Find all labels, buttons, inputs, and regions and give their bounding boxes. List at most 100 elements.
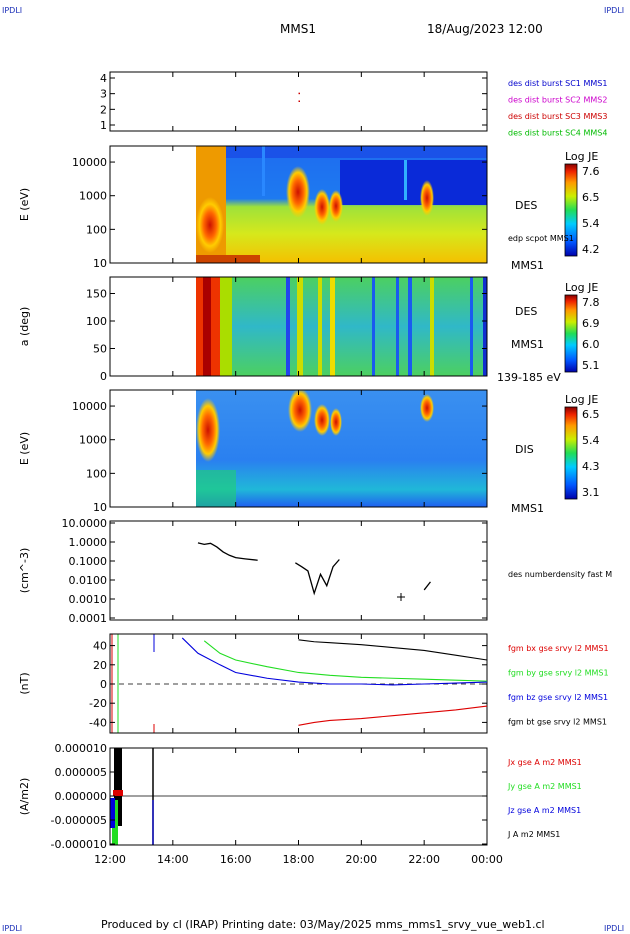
- des-energy-spectrogram-overlay-label: edp scpot MMS1: [508, 234, 574, 243]
- des-pitch-angle-sc-label: MMS1: [511, 338, 544, 351]
- x-tick-label: 20:00: [345, 853, 377, 866]
- magnetic-field-ylabel: (nT): [18, 672, 31, 694]
- magnetic-field-ytick-label: -20: [89, 697, 107, 710]
- des-energy-spectrogram-colorbar-tick: 5.4: [582, 217, 600, 230]
- current-density-legend-entry: J A m2 MMS1: [507, 830, 560, 839]
- des-colorbar: [564, 163, 578, 257]
- burst-point: [298, 100, 300, 102]
- current-density-ytick-label: 0.000000: [55, 790, 108, 803]
- bfield-series-line: [181, 637, 488, 686]
- des-pitch-angle-ytick-label: 50: [93, 343, 107, 356]
- dis-energy-spectrogram-colorbar-tick: 4.3: [582, 460, 600, 473]
- footer-text: Produced by cl (IRAP) Printing date: 03/…: [101, 918, 545, 931]
- bfield-series-line: [298, 639, 488, 661]
- des-energy-spectrogram-instrument-label: DES: [515, 199, 537, 212]
- magnetic-field-legend-entry: fgm bx gse srvy l2 MMS1: [508, 644, 609, 653]
- des-pitch-angle-colorbar-tick: 6.0: [582, 338, 600, 351]
- datetime-title: 18/Aug/2023 12:00: [427, 22, 543, 36]
- magnetic-field-legend-entry: fgm bz gse srvy l2 MMS1: [508, 693, 608, 702]
- dis-energy-spectrogram-colorbar-title: Log JE: [565, 393, 598, 406]
- burst-status-legend-entry: des dist burst SC4 MMS4: [508, 129, 607, 138]
- current-density-frame: [109, 747, 488, 846]
- des-energy-spectrogram-colorbar-title: Log JE: [565, 150, 598, 163]
- corner-label-bl: IPDLI: [2, 924, 23, 933]
- spacecraft-title: MMS1: [280, 22, 316, 36]
- magnetic-field-ytick-label: 40: [93, 640, 107, 653]
- current-density-ylabel: (A/m2): [18, 778, 31, 816]
- number-density-ytick-label: 0.0010: [69, 593, 108, 606]
- des-pitch-angle-colorbar-tick: 7.8: [582, 296, 600, 309]
- des-energy-spectrogram-colorbar-tick: 4.2: [582, 243, 600, 256]
- x-tick-label: 16:00: [220, 853, 252, 866]
- dis-energy-spectrogram-colorbar-tick: 6.5: [582, 408, 600, 421]
- x-tick-label: 12:00: [94, 853, 126, 866]
- des-pitch-angle-energy-range: 139-185 eV: [497, 371, 561, 384]
- dis-energy-spectrogram-sc-label: MMS1: [511, 502, 544, 515]
- current-density-legend-entry: Jy gse A m2 MMS1: [507, 782, 582, 791]
- pa-spectrogram-image: [196, 277, 487, 376]
- bfield-series-line: [203, 640, 488, 682]
- des-pitch-angle-instrument-label: DES: [515, 305, 537, 318]
- des-pitch-angle-ytick-label: 0: [100, 370, 107, 383]
- bfield-series-line: [298, 705, 488, 726]
- burst-status-ytick-label: 2: [100, 103, 107, 116]
- des-energy-spectrogram-ytick-label: 10: [93, 257, 107, 270]
- number-density-frame: [109, 520, 488, 621]
- des-energy-spectrogram-ytick-label: 1000: [79, 190, 107, 203]
- des-spectrogram-image: [196, 146, 487, 263]
- x-tick-label: 22:00: [408, 853, 440, 866]
- x-tick-label: 14:00: [157, 853, 189, 866]
- number-density-ytick-label: 0.0001: [69, 612, 108, 625]
- des-energy-spectrogram-ytick-label: 100: [86, 223, 107, 236]
- des-energy-spectrogram-colorbar-tick: 6.5: [582, 191, 600, 204]
- dis-energy-spectrogram-ytick-label: 10: [93, 501, 107, 514]
- dis-energy-spectrogram-ytick-label: 1000: [79, 434, 107, 447]
- dis-colorbar: [564, 406, 578, 500]
- number-density-ytick-label: 0.1000: [69, 555, 108, 568]
- number-density-ylabel: (cm^-3): [18, 548, 31, 594]
- current-density-ytick-label: 0.000005: [55, 766, 108, 779]
- number-density-ytick-label: 0.0100: [69, 574, 108, 587]
- magnetic-field-ytick-label: 0: [100, 678, 107, 691]
- des-energy-spectrogram-sc-label: MMS1: [511, 259, 544, 272]
- number-density-ytick-label: 10.0000: [62, 517, 108, 530]
- des-energy-spectrogram-ytick-label: 10000: [72, 156, 107, 169]
- current-density-legend-entry: Jx gse A m2 MMS1: [507, 758, 582, 767]
- burst-status-legend-entry: des dist burst SC2 MMS2: [508, 96, 607, 105]
- dis-energy-spectrogram-instrument-label: DIS: [515, 443, 534, 456]
- corner-label-tr: IPDLI: [604, 6, 625, 15]
- magnetic-field-ytick-label: 20: [93, 659, 107, 672]
- des-pitch-angle-ylabel: a (deg): [18, 307, 31, 347]
- des-pitch-angle-colorbar-title: Log JE: [565, 281, 598, 294]
- pa-colorbar: [564, 294, 578, 373]
- corner-label-tl: IPDLI: [2, 6, 23, 15]
- dis-energy-spectrogram-ylabel: E (eV): [18, 432, 31, 465]
- dis-spectrogram-image: [196, 390, 487, 507]
- dis-energy-spectrogram-colorbar-tick: 3.1: [582, 486, 600, 499]
- des-pitch-angle-ytick-label: 100: [86, 315, 107, 328]
- magnetic-field-legend-entry: fgm by gse srvy l2 MMS1: [508, 669, 609, 678]
- x-tick-label: 18:00: [283, 853, 315, 866]
- current-burst: [110, 748, 154, 845]
- number-density-ytick-label: 1.0000: [69, 536, 108, 549]
- burst-status-ytick-label: 3: [100, 88, 107, 101]
- des-pitch-angle-ytick-label: 150: [86, 288, 107, 301]
- burst-status-ytick-label: 4: [100, 72, 107, 85]
- burst-status-legend-entry: des dist burst SC3 MMS3: [508, 112, 607, 121]
- number-density-line: [423, 581, 431, 591]
- current-density-ytick-label: -0.000005: [51, 814, 107, 827]
- des-pitch-angle-colorbar-tick: 5.1: [582, 359, 600, 372]
- des-energy-spectrogram-ylabel: E (eV): [18, 188, 31, 221]
- number-density-line: [295, 559, 340, 596]
- burst-status-ytick-label: 1: [100, 119, 107, 132]
- number-density-legend-entry: des numberdensity fast M: [508, 570, 612, 579]
- x-tick-label: 00:00: [471, 853, 503, 866]
- dis-energy-spectrogram-ytick-label: 100: [86, 467, 107, 480]
- burst-point: [298, 92, 300, 95]
- magnetic-field-ytick-label: -40: [89, 716, 107, 729]
- number-density-line: [197, 542, 258, 561]
- current-density-legend-entry: Jz gse A m2 MMS1: [507, 806, 581, 815]
- current-density-ytick-label: 0.000010: [55, 742, 108, 755]
- magnetic-field-legend-entry: fgm bt gse srvy l2 MMS1: [508, 718, 607, 727]
